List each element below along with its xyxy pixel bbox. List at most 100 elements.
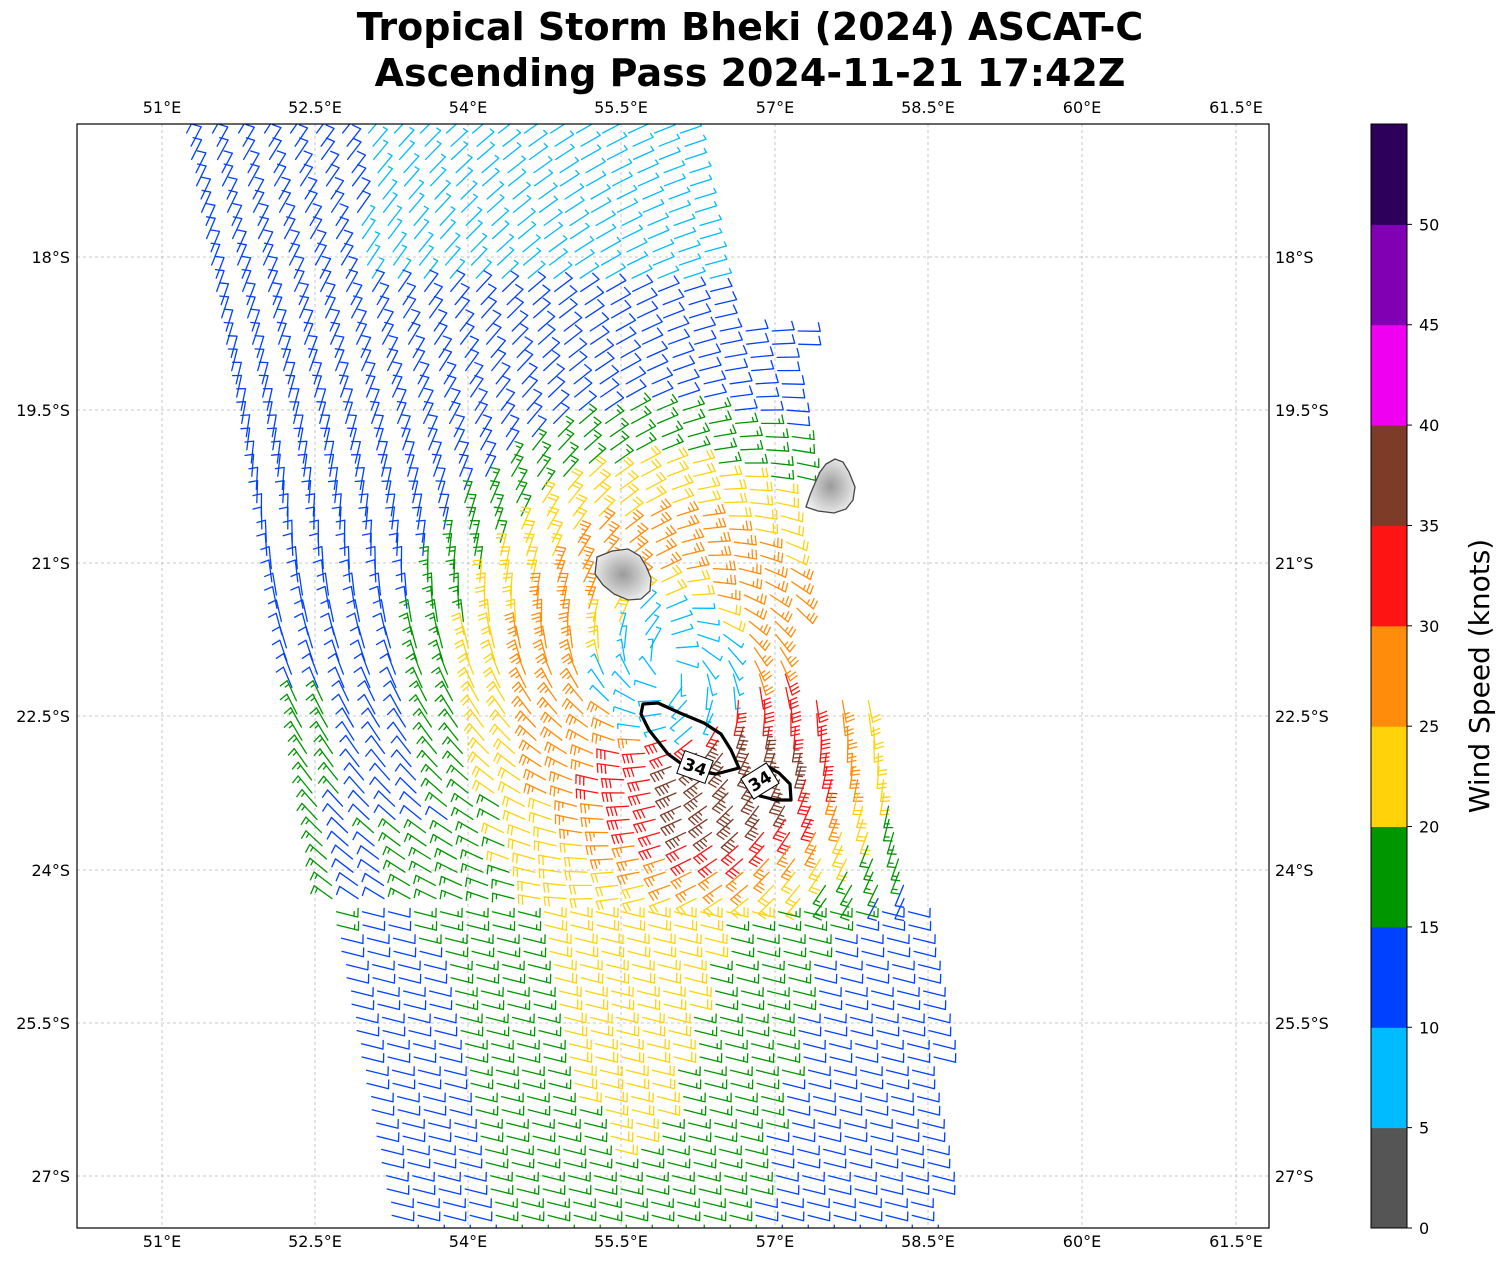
barb-half-feather [718, 214, 722, 220]
barb-half-feather [516, 128, 521, 134]
barb-feather [330, 163, 340, 169]
barb-staff [185, 124, 193, 134]
barb-feather [259, 202, 269, 207]
barb-staff [507, 171, 527, 187]
barb-staff [439, 208, 456, 227]
barb-feather [555, 559, 565, 562]
barb-feather [266, 427, 277, 430]
barb-staff [653, 124, 676, 134]
barb-half-feather [467, 167, 473, 172]
barb-half-feather [557, 554, 563, 557]
barb-feather [533, 826, 535, 837]
barb-half-feather [676, 146, 681, 152]
barb-half-feather [831, 831, 837, 834]
barb-feather [755, 549, 758, 560]
barb-staff [569, 212, 590, 227]
barb-feather [354, 480, 365, 483]
barb-half-feather [548, 169, 553, 174]
barb-staff [559, 173, 580, 187]
barb-feather [192, 124, 202, 128]
barb-staff [278, 179, 291, 200]
barb-feather [777, 551, 780, 562]
barb-feather [521, 895, 524, 905]
barb-half-feather [552, 182, 558, 187]
wind-barb [611, 158, 633, 174]
barb-half-feather [445, 192, 451, 197]
barb-staff [299, 153, 313, 174]
barb-staff [226, 178, 238, 200]
wind-barb [481, 167, 500, 187]
barb-feather [316, 401, 326, 403]
barb-half-feather [463, 140, 468, 145]
barb-staff [585, 161, 606, 174]
barb-staff [528, 132, 548, 147]
barb-half-feather [681, 160, 686, 166]
barb-staff [450, 143, 469, 161]
barb-staff [231, 204, 243, 227]
wind-barb [226, 189, 238, 213]
barb-feather [751, 549, 754, 559]
barb-half-feather [628, 171, 633, 177]
wind-barb [606, 144, 628, 161]
barb-half-feather [472, 193, 478, 198]
barb-feather [415, 519, 426, 522]
barb-feather [192, 136, 202, 141]
barb-staff [200, 191, 212, 213]
barb-staff [606, 148, 628, 161]
barb-half-feather [369, 204, 376, 208]
barb-staff [256, 479, 259, 504]
barb-staff [782, 396, 806, 399]
barb-staff [455, 156, 473, 174]
barb-staff [689, 178, 713, 187]
barb-staff [507, 158, 527, 174]
barb-staff [226, 191, 238, 213]
barb-feather [781, 553, 784, 563]
barb-feather [281, 348, 291, 351]
barb-feather [793, 752, 803, 755]
barb-half-feather [530, 207, 536, 213]
wind-barb [361, 217, 376, 240]
barb-feather [793, 756, 803, 759]
barb-staff [200, 178, 212, 200]
wind-barb [377, 165, 394, 187]
barb-half-feather [553, 195, 558, 200]
barb-half-feather [382, 139, 389, 144]
barb-staff [372, 141, 389, 161]
wind-barb [590, 196, 612, 213]
barb-staff [694, 191, 717, 200]
wind-barb [257, 216, 270, 240]
barb-staff [745, 475, 769, 478]
barb-staff [699, 218, 722, 227]
barb-feather [813, 444, 816, 454]
barb-staff [580, 147, 602, 161]
wind-barb [320, 124, 335, 147]
wind-barb [242, 124, 255, 147]
barb-half-feather [536, 606, 542, 609]
barb-half-feather [708, 174, 713, 180]
wind-barb [299, 150, 313, 174]
wind-barb [658, 133, 681, 147]
barb-feather [285, 216, 296, 220]
barb-feather [750, 535, 753, 545]
barb-feather [276, 163, 287, 168]
barb-feather [343, 400, 353, 404]
barb-half-feather [888, 862, 894, 865]
wind-barb [689, 161, 712, 174]
wind-barb [575, 124, 594, 134]
barb-feather [325, 124, 335, 130]
barb-feather [771, 509, 774, 519]
barb-staff [724, 501, 748, 504]
barb-feather [511, 840, 514, 850]
barb-staff [299, 166, 314, 187]
barb-feather [272, 137, 282, 142]
barb-half-feather [773, 554, 776, 560]
barb-staff [309, 205, 323, 227]
wind-barb [231, 216, 243, 240]
barb-half-feather [649, 132, 654, 138]
barb-feather [497, 519, 507, 522]
title-line-1: Tropical Storm Bheki (2024) ASCAT-C [356, 5, 1144, 49]
barb-feather [361, 177, 371, 182]
barb-half-feather [382, 126, 388, 130]
barb-half-feather [861, 861, 867, 865]
barb-staff [497, 124, 512, 134]
